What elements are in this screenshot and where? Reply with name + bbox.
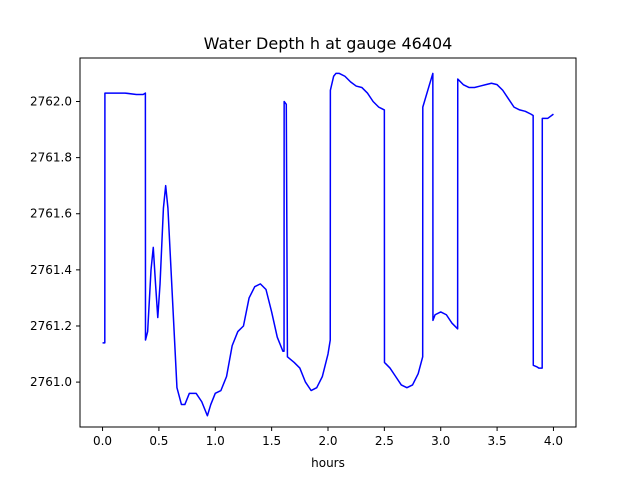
x-tick-label: 2.5 xyxy=(375,434,394,448)
y-tick-label: 2761.0 xyxy=(30,375,72,389)
x-tick-label: 3.0 xyxy=(431,434,450,448)
y-axis: 2761.0 2761.2 2761.4 2761.6 2761.8 2762.0 xyxy=(30,94,80,389)
x-axis: 0.0 0.5 1.0 1.5 2.0 2.5 3.0 3.5 4.0 xyxy=(93,427,563,448)
plot-area xyxy=(102,72,554,417)
y-tick-label: 2761.4 xyxy=(30,263,72,277)
chart-title: Water Depth h at gauge 46404 xyxy=(204,34,453,53)
x-axis-label: hours xyxy=(311,456,345,470)
y-tick-label: 2761.6 xyxy=(30,207,72,221)
x-tick-label: 0.0 xyxy=(93,434,112,448)
y-tick-label: 2761.8 xyxy=(30,151,72,165)
series-line-1 xyxy=(102,72,554,417)
y-tick-label: 2762.0 xyxy=(30,94,72,108)
x-tick-label: 0.5 xyxy=(149,434,168,448)
x-tick-label: 3.5 xyxy=(488,434,507,448)
x-tick-label: 4.0 xyxy=(544,434,563,448)
x-tick-label: 1.5 xyxy=(262,434,281,448)
y-tick-label: 2761.2 xyxy=(30,319,72,333)
x-tick-label: 1.0 xyxy=(206,434,225,448)
x-tick-label: 2.0 xyxy=(318,434,337,448)
plot-frame xyxy=(79,57,577,428)
